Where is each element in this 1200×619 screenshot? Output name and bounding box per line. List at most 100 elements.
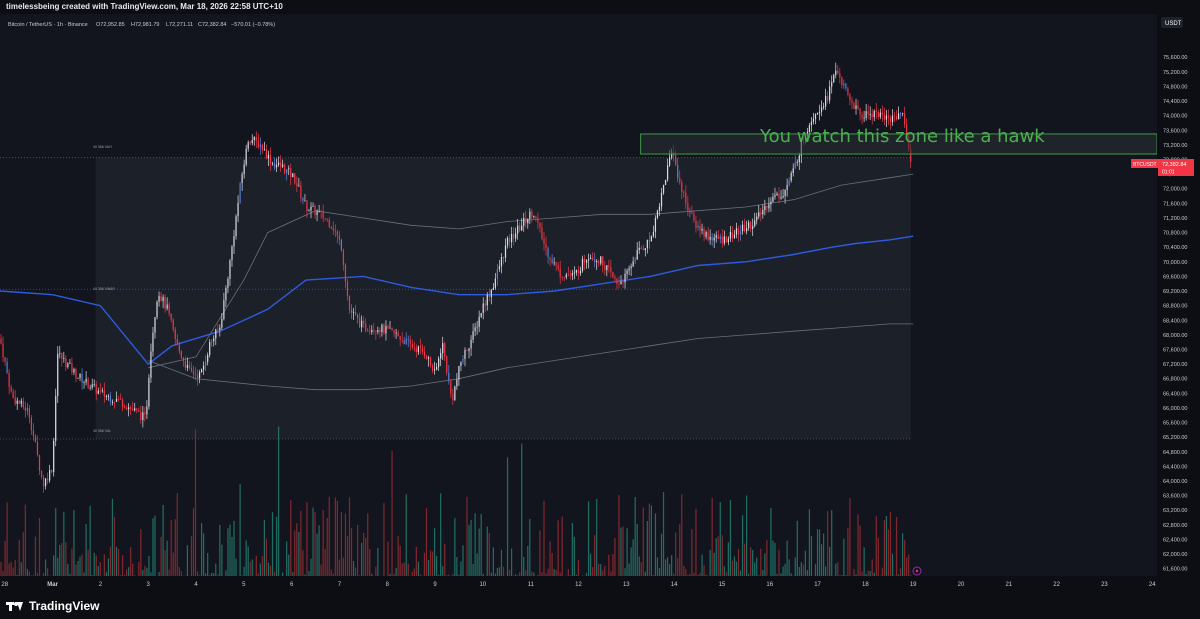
volume-bar — [476, 553, 478, 576]
volume-bar — [671, 555, 673, 576]
candle-body — [729, 231, 732, 239]
indicator-lines — [0, 173, 914, 391]
candle-body — [873, 110, 875, 118]
candle-body — [618, 283, 620, 285]
volume-bar — [867, 570, 869, 576]
candle-body — [123, 406, 126, 409]
volume-bar — [119, 575, 122, 576]
candle-body — [713, 237, 715, 241]
candle-body — [760, 212, 762, 215]
candle-body — [861, 114, 863, 119]
volume-bar — [150, 572, 152, 576]
volume-bar — [895, 516, 898, 576]
volume-bar — [113, 517, 116, 576]
candle-body — [32, 430, 35, 437]
volume-bar — [737, 549, 740, 576]
price-chart[interactable]: You watch this zone like a hawk Bitcoin … — [0, 14, 1200, 592]
volume-bar — [203, 533, 205, 576]
volume-bar — [126, 569, 128, 576]
candle-body — [519, 225, 521, 231]
candle-body — [166, 304, 168, 309]
volume-bar — [845, 575, 847, 576]
candle-body — [34, 436, 37, 443]
candle-body — [417, 346, 419, 353]
candle-body — [508, 237, 511, 243]
candle-body — [132, 408, 134, 411]
candle-body — [126, 408, 128, 410]
volume-bar — [413, 568, 415, 576]
candle-body — [490, 289, 492, 297]
candle-body — [498, 266, 501, 270]
candle-body — [547, 247, 549, 257]
legend-close: C72,382.84 — [198, 22, 226, 28]
volume-bar — [140, 529, 142, 576]
volume-bar — [446, 575, 448, 576]
volume-bar — [67, 563, 69, 576]
volume-bar — [847, 528, 849, 576]
volume-bar — [523, 556, 525, 576]
candle-body — [871, 114, 873, 118]
currency-button[interactable] — [1161, 17, 1183, 28]
candle-body — [504, 245, 507, 258]
volume-bar — [225, 570, 227, 576]
indicator-line-0 — [0, 235, 914, 366]
candle-body — [885, 115, 888, 120]
volume-bar — [117, 549, 120, 576]
volume-bar — [717, 536, 719, 576]
candle-body — [592, 257, 594, 260]
volume-bar — [859, 525, 861, 576]
volume-bar — [8, 563, 10, 576]
volume-bar — [231, 536, 233, 576]
candle-body — [725, 236, 727, 243]
candle-body — [709, 236, 711, 240]
candle-body — [36, 442, 39, 455]
volume-bar — [200, 523, 203, 576]
time-scale[interactable] — [0, 576, 1200, 592]
volume-bar — [478, 528, 480, 576]
chart-area[interactable]: You watch this zone like a hawk Bitcoin … — [0, 14, 1200, 592]
price-tick-label: 64,800.00 — [1163, 450, 1187, 456]
candle-body — [160, 296, 162, 302]
volume-bar — [440, 493, 442, 576]
candle-body — [565, 274, 567, 278]
candle-body — [225, 287, 227, 301]
candle-body — [910, 148, 912, 162]
volume-bar — [513, 575, 515, 576]
volume-bar — [172, 552, 174, 576]
price-tick-label: 65,200.00 — [1163, 435, 1187, 441]
val-label: 40 356 VAL — [93, 429, 111, 433]
candle-body — [701, 228, 703, 231]
zone-annotation: You watch this zone like a hawk — [759, 126, 1045, 147]
candle-body — [746, 228, 748, 232]
candle-body — [59, 353, 61, 354]
candle-body — [57, 353, 59, 396]
candle-body — [748, 222, 750, 229]
candle-body — [436, 367, 438, 370]
price-tick-label: 71,200.00 — [1163, 216, 1187, 222]
price-scale[interactable] — [1157, 14, 1200, 592]
candle-body — [660, 192, 663, 207]
volume-bar — [814, 564, 817, 576]
volume-bar — [174, 519, 176, 576]
candle-body — [263, 149, 266, 151]
countdown-text: 01:01 — [1162, 170, 1175, 176]
volume-bar — [752, 549, 754, 576]
tradingview-logo[interactable]: TradingView — [6, 598, 99, 614]
candle-body — [549, 256, 551, 260]
candle-body — [381, 324, 383, 333]
candle-body — [796, 162, 798, 163]
time-tick-label: 5 — [242, 582, 246, 588]
volume-bar — [675, 532, 677, 576]
candle-body — [899, 113, 902, 115]
events-icon[interactable] — [912, 566, 922, 576]
volume-bar — [257, 573, 259, 576]
volume-bar — [527, 545, 529, 576]
candle-body — [472, 331, 474, 340]
volume-bar — [784, 563, 786, 576]
candle-body — [525, 218, 527, 224]
candle-body — [359, 317, 361, 328]
candle-body — [44, 478, 47, 487]
volume-bar — [778, 549, 780, 576]
volume-bar — [419, 574, 422, 576]
candle-body — [75, 369, 77, 379]
